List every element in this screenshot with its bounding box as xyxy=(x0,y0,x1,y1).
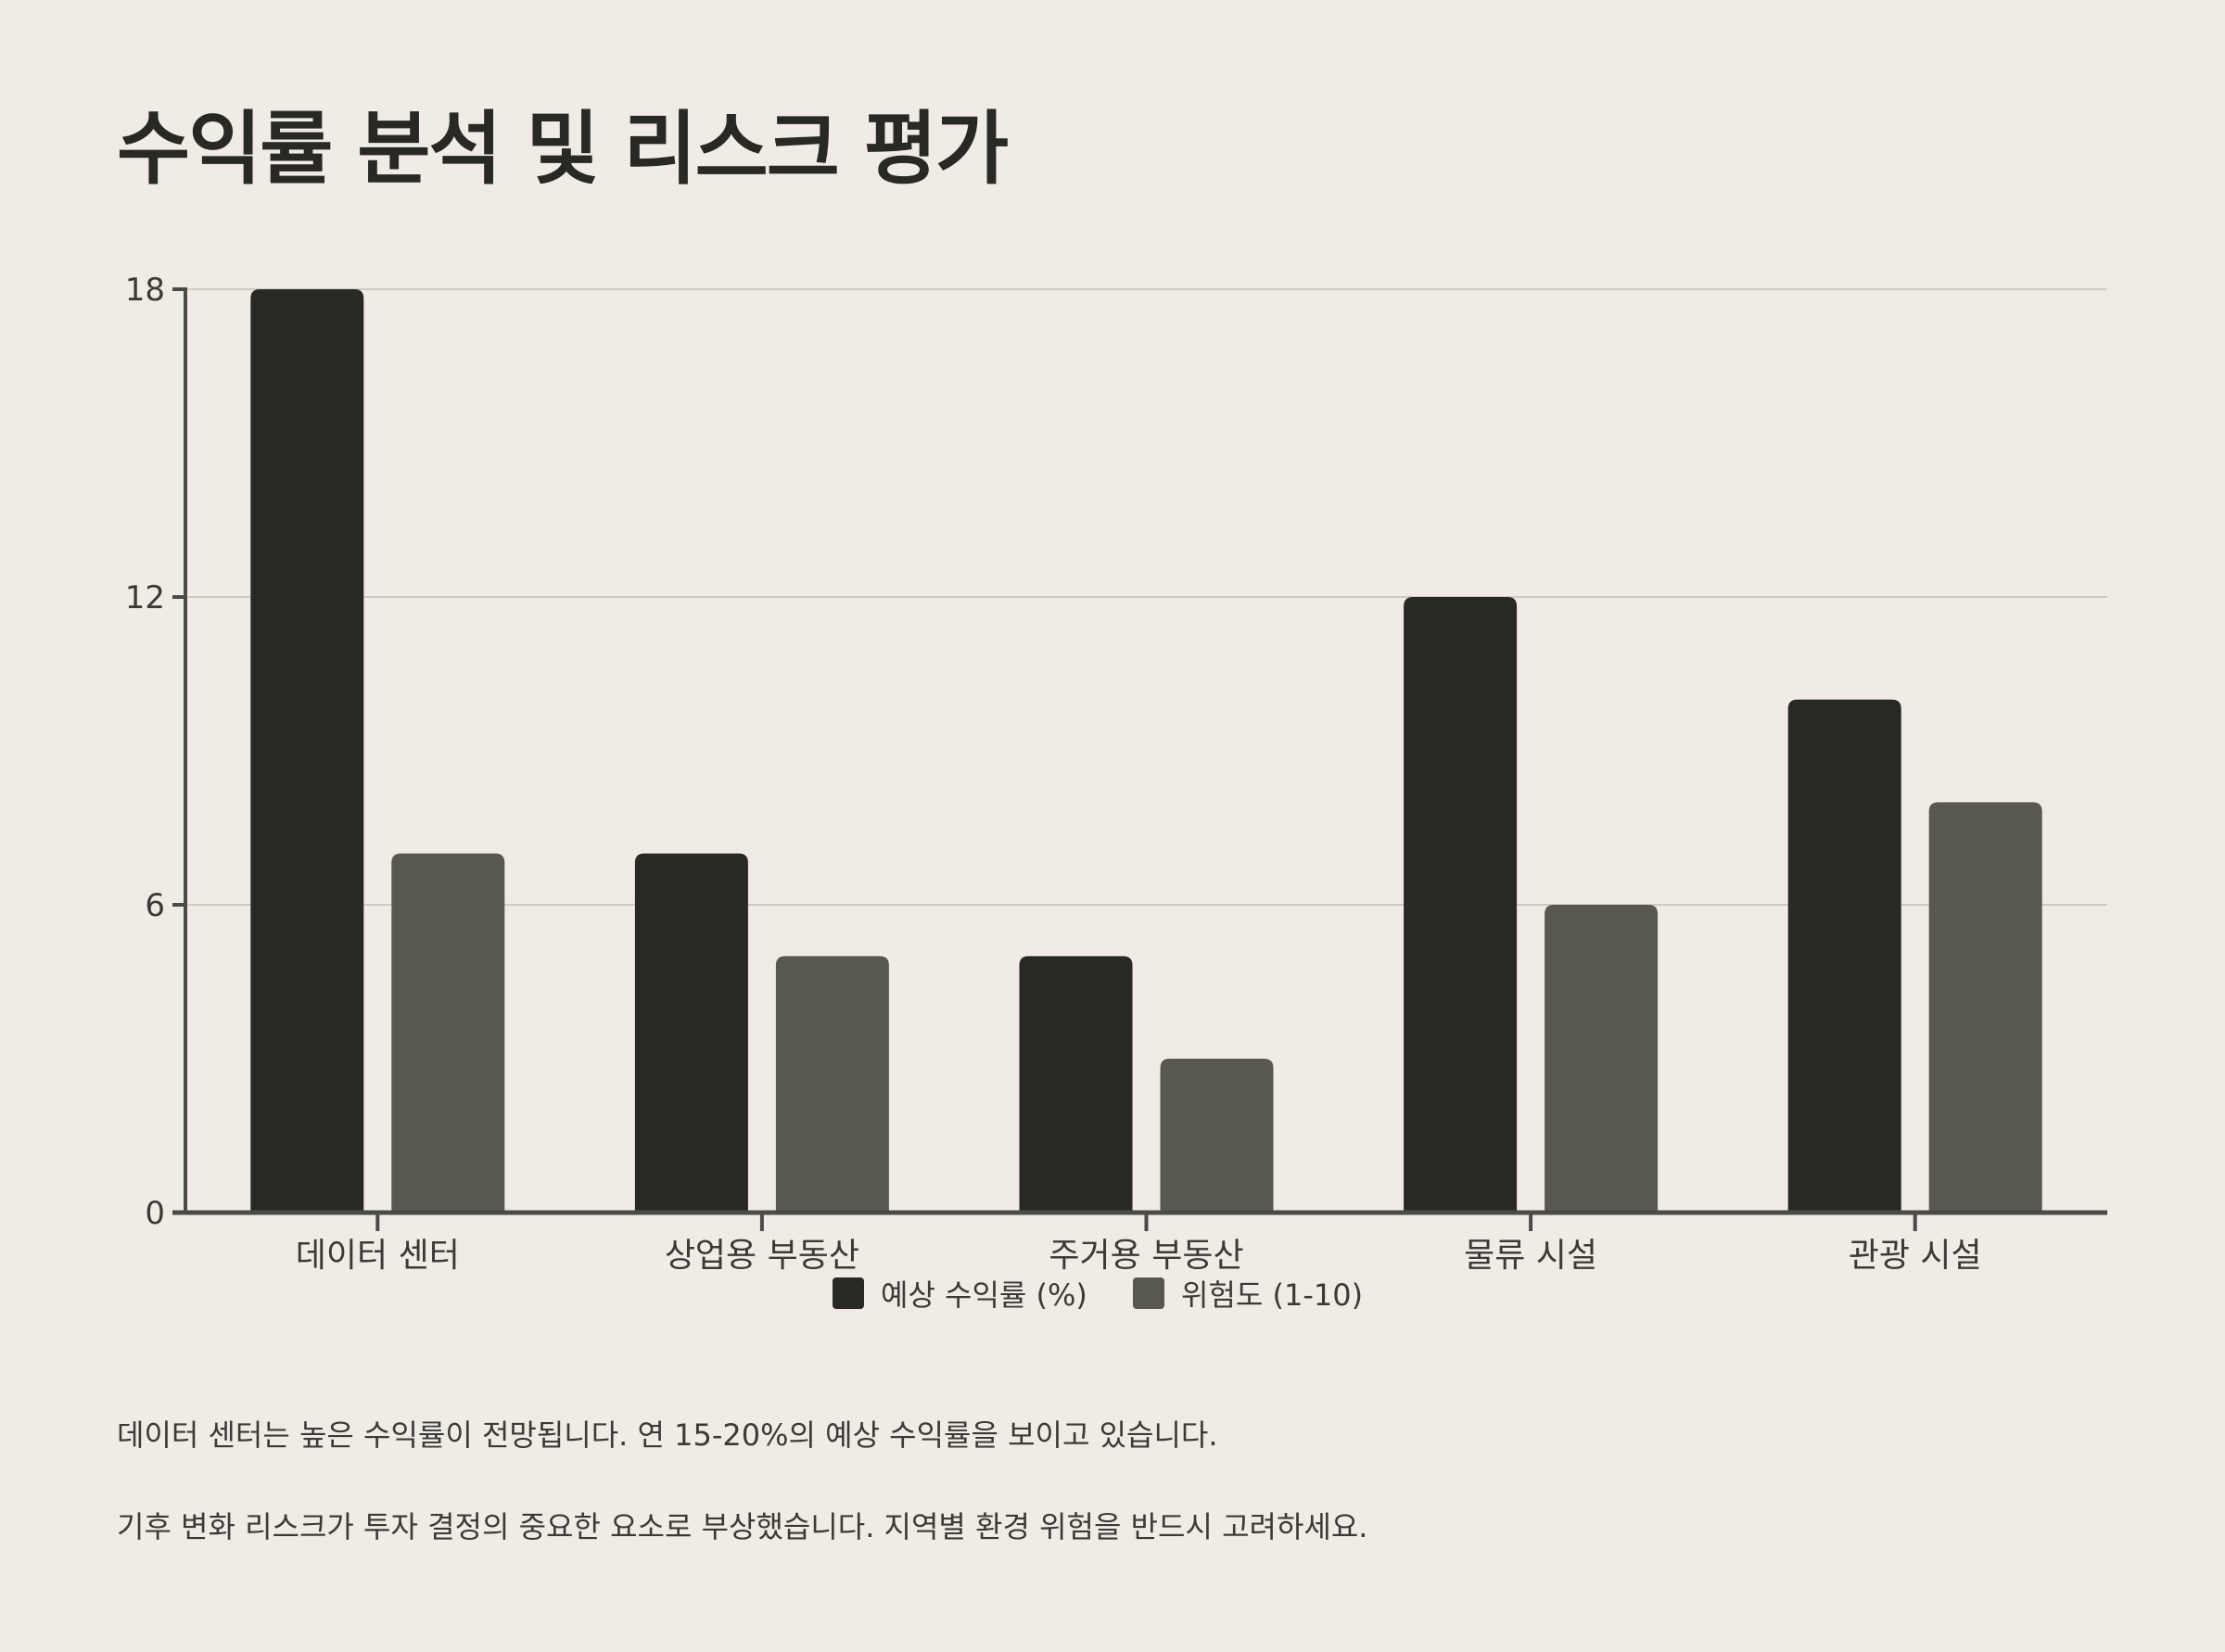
bar-risk-0 xyxy=(391,853,505,1213)
note-data-center: 데이터 센터는 높은 수익률이 전망됩니다. 연 15-20%의 예상 수익률을… xyxy=(117,1417,1218,1453)
bar-risk-1 xyxy=(775,956,889,1213)
legend-label-risk: 위험도 (1-10) xyxy=(1181,1277,1363,1313)
bar-return-4 xyxy=(1787,699,1901,1213)
grid-lines xyxy=(185,288,2107,906)
axes xyxy=(172,287,2107,1231)
y-tick-label-0: 0 xyxy=(145,1195,165,1232)
bar-return-3 xyxy=(1404,597,1518,1213)
y-tick-label-6: 6 xyxy=(145,887,165,924)
x-tick-label-0: 데이터 센터 xyxy=(296,1237,460,1275)
bar-return-0 xyxy=(250,289,364,1213)
x-tick-label-2: 주거용 부동산 xyxy=(1049,1237,1243,1275)
x-tick-label-1: 상업용 부동산 xyxy=(665,1237,859,1275)
bar-risk-2 xyxy=(1160,1059,1274,1213)
x-tick-label-3: 물류 시설 xyxy=(1464,1237,1597,1275)
bar-return-2 xyxy=(1019,956,1133,1213)
x-tick-label-4: 관광 시설 xyxy=(1849,1237,1982,1275)
y-tick-label-18: 18 xyxy=(125,272,165,309)
bar-return-1 xyxy=(634,853,748,1213)
bar-risk-3 xyxy=(1545,905,1659,1213)
y-tick-label-12: 12 xyxy=(125,579,165,616)
legend-label-return: 예상 수익률 (%) xyxy=(881,1277,1087,1313)
legend-swatch-return xyxy=(833,1277,864,1309)
legend: 예상 수익률 (%) 위험도 (1-10) xyxy=(833,1277,1363,1313)
axis-labels: 0 6 12 18 데이터 센터 상업용 부동산 주거용 부동산 물류 시설 관광 시설 xyxy=(125,272,1982,1275)
notes: 데이터 센터는 높은 수익률이 전망됩니다. 연 15-20%의 예상 수익률을… xyxy=(117,1417,2110,1600)
note-climate-risk: 기후 변화 리스크가 투자 결정의 중요한 요소로 부상했습니다. 지역별 환경… xyxy=(117,1509,1368,1544)
bars xyxy=(250,289,2042,1213)
page-title: 수익률 분석 및 리스크 평가 xyxy=(117,103,1009,196)
bar-risk-4 xyxy=(1928,802,2042,1213)
bar-chart: 0 6 12 18 데이터 센터 상업용 부동산 주거용 부동산 물류 시설 관광 시설 예상 … xyxy=(125,272,2107,1313)
legend-swatch-risk xyxy=(1133,1277,1164,1309)
